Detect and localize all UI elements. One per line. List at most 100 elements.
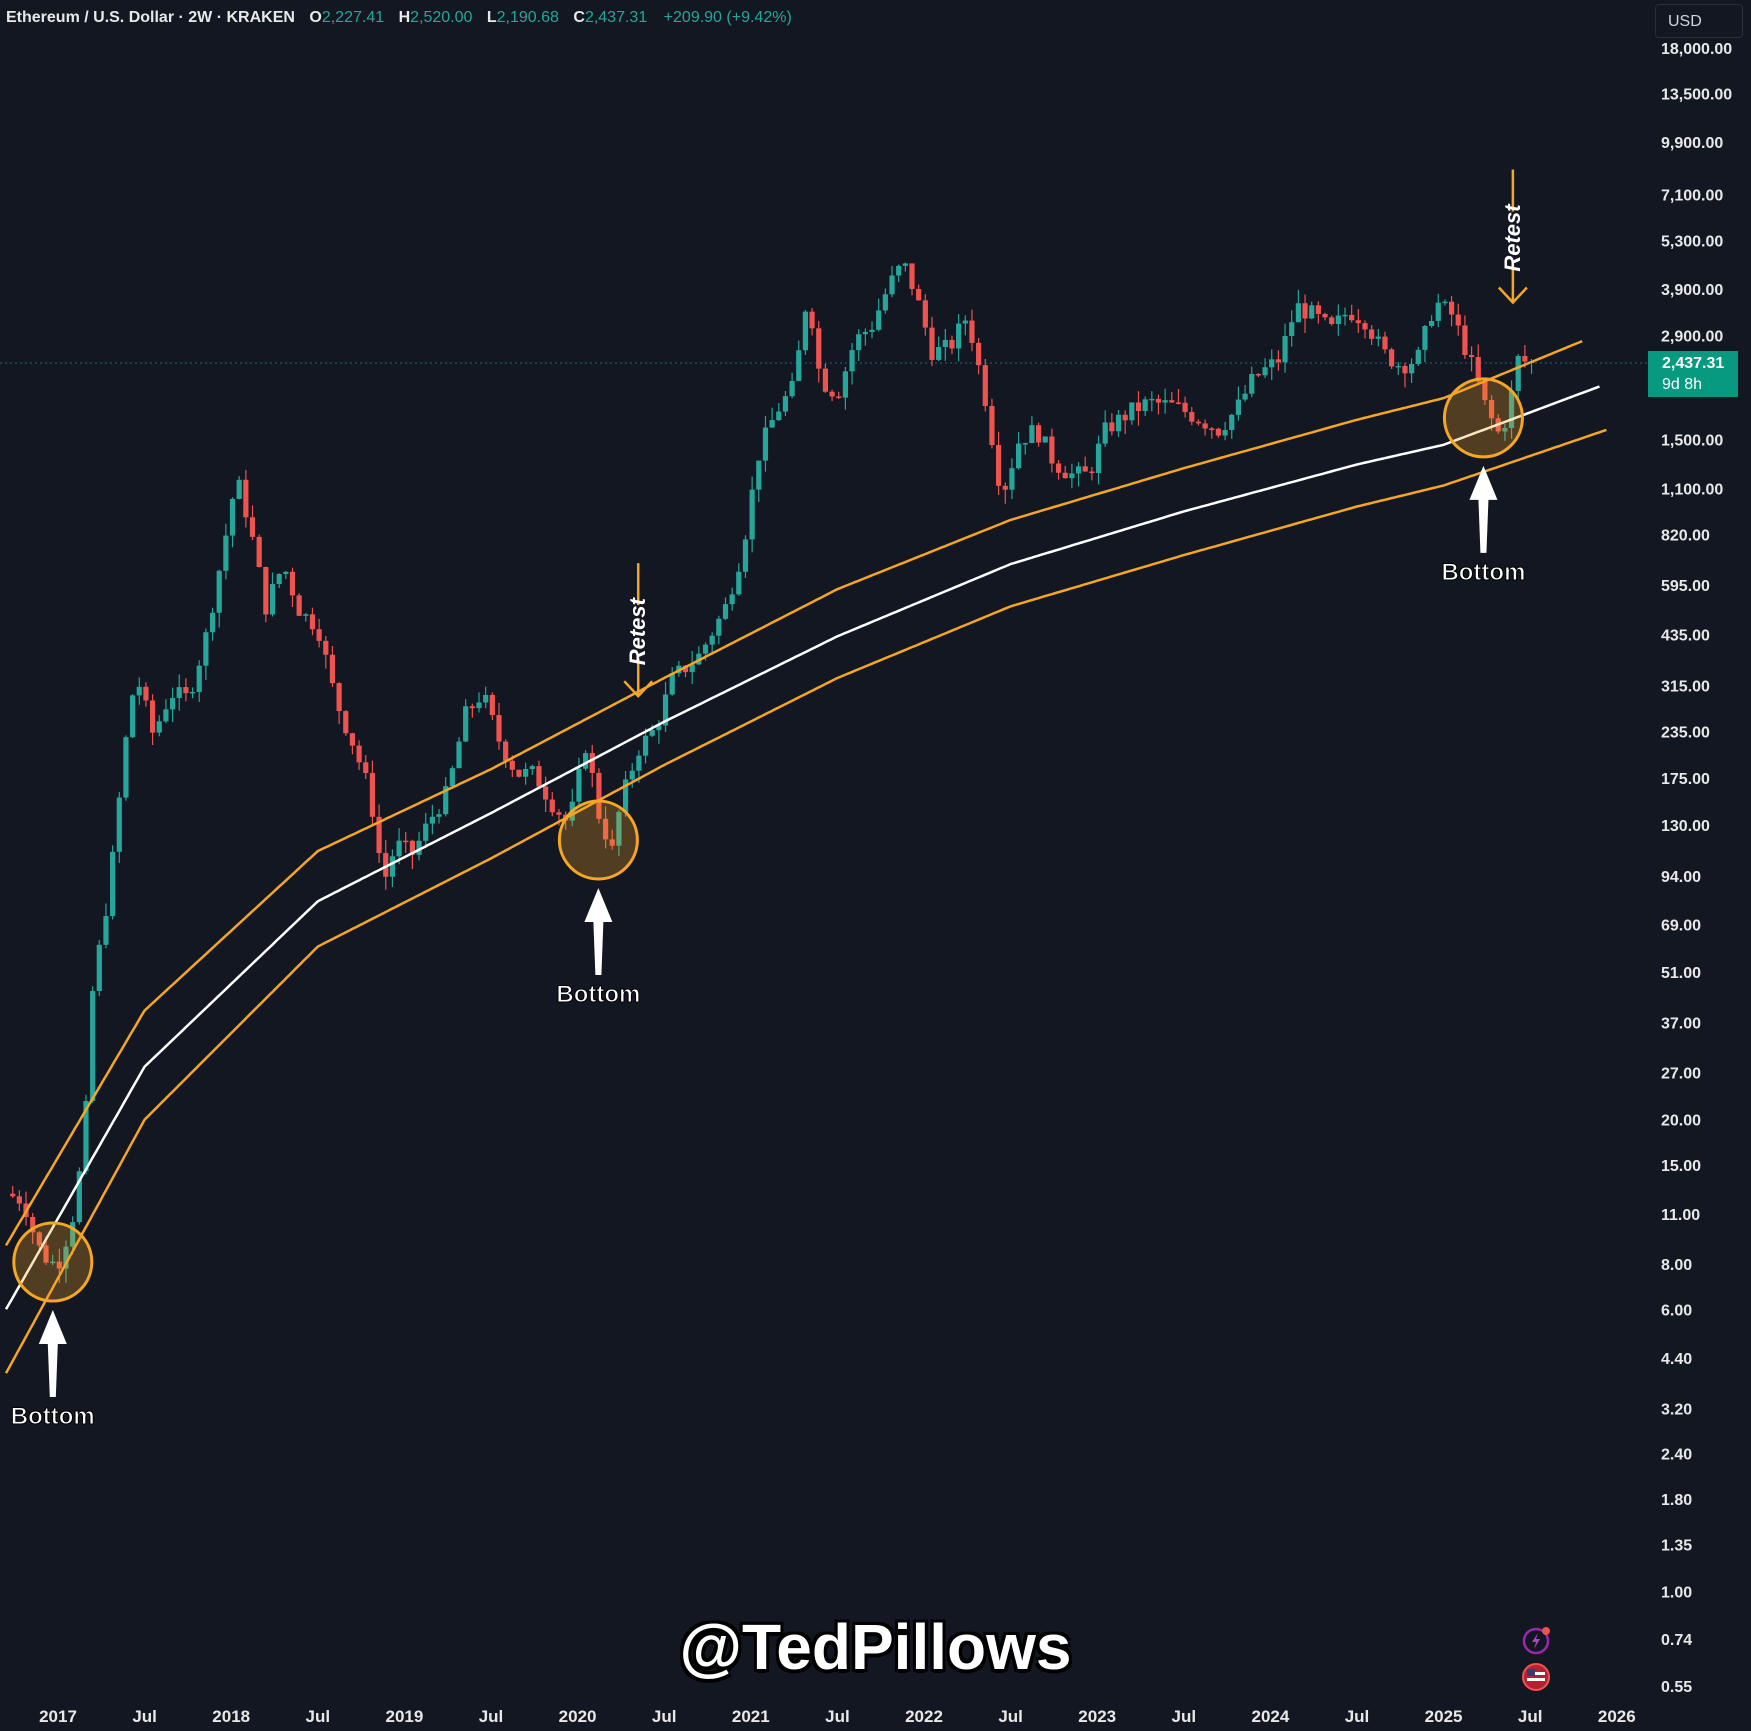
candle-body (889, 275, 895, 295)
candle (76, 1167, 82, 1225)
price-tick-label: 595.00 (1661, 578, 1710, 595)
candle-body (702, 644, 709, 654)
candle-body (116, 797, 122, 852)
candle-body (1222, 430, 1228, 436)
price-tick-label: 435.00 (1661, 627, 1710, 644)
candle-body (689, 664, 695, 673)
candle (130, 694, 136, 738)
candle-body (1082, 466, 1088, 472)
candle-body (70, 1222, 76, 1247)
candle (323, 636, 329, 669)
time-tick-label: Jul (1518, 1707, 1543, 1726)
price-tick-label: 37.00 (1661, 1016, 1701, 1033)
candle (289, 567, 296, 608)
candle (1295, 289, 1301, 323)
candle-body (1508, 390, 1515, 428)
candle (836, 391, 842, 400)
candle-body (323, 640, 329, 655)
legend-header: Ethereum / U.S. Dollar · 2W · KRAKEN O2,… (6, 9, 792, 27)
time-tick-label: 2023 (1078, 1707, 1116, 1726)
time-tick-label: Jul (306, 1707, 331, 1726)
candle (1249, 366, 1255, 398)
candle (1342, 307, 1348, 326)
currency-button[interactable]: USD (1655, 4, 1743, 38)
candle (1095, 435, 1102, 485)
candle-body (416, 840, 422, 855)
candle-body (176, 687, 182, 699)
time-tick-label: Jul (1172, 1707, 1197, 1726)
candle-body (1202, 423, 1208, 429)
time-tick-label: Jul (652, 1707, 677, 1726)
candle-body (849, 350, 855, 372)
candle-body (243, 479, 249, 518)
candle (416, 831, 422, 861)
candle (902, 262, 908, 272)
candle-body (476, 702, 482, 709)
candle-body (1335, 315, 1341, 324)
candle (203, 628, 209, 680)
candle (616, 810, 622, 857)
sparkle-icon[interactable] (1521, 1626, 1551, 1656)
candle-body (130, 695, 136, 738)
candle (96, 939, 102, 997)
price-tick-label: 2,900.00 (1661, 329, 1723, 346)
candle-body (1042, 436, 1048, 443)
candle (1235, 386, 1242, 421)
candle (1269, 349, 1275, 381)
price-tick-label: 18,000.00 (1661, 41, 1732, 58)
candle-body (822, 368, 829, 392)
price-tick-label: 820.00 (1661, 528, 1710, 545)
candle-body (1015, 443, 1022, 469)
candle (503, 739, 509, 768)
candle (343, 710, 349, 736)
price-tick-label: 130.00 (1661, 818, 1710, 835)
candle (882, 288, 888, 314)
candle-body (936, 347, 942, 360)
candle (536, 760, 542, 788)
candle (1415, 346, 1421, 367)
candle-body (956, 323, 962, 349)
candle-body (742, 539, 749, 572)
candle-body (1455, 314, 1461, 326)
candle (543, 776, 549, 813)
candle-body (256, 536, 262, 568)
candle (1169, 391, 1175, 404)
candle (1409, 358, 1415, 383)
candle-body (136, 686, 142, 696)
close-label: C (573, 9, 585, 26)
candle-body (183, 687, 189, 694)
last-price-value: 2,437.31 (1662, 355, 1725, 372)
candle (429, 804, 435, 835)
candle-body (1189, 412, 1195, 422)
candle-body (596, 772, 602, 819)
candle-body (523, 768, 529, 777)
candle (329, 645, 336, 687)
price-tick-label: 94.00 (1661, 869, 1701, 886)
price-tick-label: 20.00 (1661, 1113, 1701, 1130)
candle-body (809, 311, 815, 329)
candle (1302, 294, 1308, 333)
candle (189, 687, 196, 699)
candle (829, 389, 835, 402)
candle-body (1448, 301, 1455, 315)
candle-body (1402, 365, 1408, 374)
candle (10, 1185, 16, 1198)
candle-body (483, 694, 489, 703)
candle-body (209, 612, 216, 633)
low-value: 2,190.68 (496, 9, 559, 26)
price-tick-label: 15.00 (1661, 1158, 1701, 1175)
time-tick-label: 2020 (559, 1707, 597, 1726)
candle (176, 674, 182, 711)
candle (1275, 350, 1281, 371)
candle-body (43, 1245, 49, 1263)
candle-body (436, 814, 442, 817)
flag-icon[interactable] (1521, 1662, 1551, 1692)
candle (1375, 328, 1381, 347)
time-tick-label: 2018 (212, 1707, 250, 1726)
price-tick-label: 8.00 (1661, 1257, 1692, 1274)
candle-body (376, 816, 382, 854)
candle (802, 309, 809, 355)
candle-body (789, 381, 795, 397)
candle (982, 358, 988, 412)
